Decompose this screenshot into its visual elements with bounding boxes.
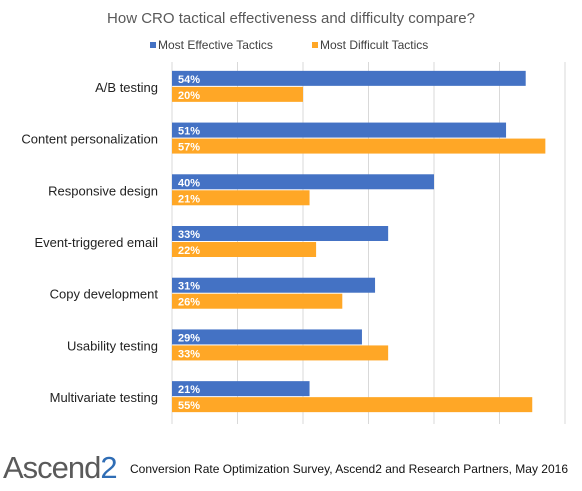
bar [172,381,310,397]
bar [172,70,526,86]
bar [172,277,376,293]
data-label: 31% [178,281,200,293]
bar [172,329,362,345]
data-label: 33% [178,229,200,241]
data-label: 33% [178,348,200,360]
bar [172,190,310,206]
chart: How CRO tactical effectiveness and diffi… [21,10,566,424]
data-label: 21% [178,193,200,205]
legend-entry: Most Effective Tactics [158,38,273,52]
bars: 54% 20% 51% 57% 40% 21% 33% 22% 31% 26% 29% 33% 21% 5… [172,70,546,413]
bar [172,174,434,190]
data-label: 57% [178,142,200,154]
bar [172,138,546,154]
bar [172,242,317,257]
bar [172,226,389,241]
category-label: Multivariate testing [50,390,158,405]
data-label: 26% [178,297,200,309]
bar [172,122,507,138]
footer: Ascend2 Conversion Rate Optimization Sur… [0,450,582,490]
data-label: 21% [178,384,200,396]
chart-title: How CRO tactical effectiveness and diffi… [107,10,475,27]
legend-entry: Most Difficult Tactics [320,38,428,52]
data-label: 20% [178,90,200,102]
category-label: Usability testing [67,338,158,353]
category-label: A/B testing [95,80,158,95]
category-label: Event-triggered email [34,235,158,250]
data-label: 40% [178,177,200,189]
source-note: Conversion Rate Optimization Survey, Asc… [130,462,568,476]
data-label: 54% [178,74,200,86]
legend: Most Effective Tactics Most Difficult Tac… [150,38,428,52]
category-label: Content personalization [21,132,158,147]
bar [172,397,533,413]
bar [172,293,343,309]
bar [172,345,389,361]
category-labels: A/B testing Content personalization Respon… [21,80,158,405]
category-label: Responsive design [48,183,158,198]
legend-swatch [312,42,318,48]
data-label: 51% [178,126,200,138]
data-label: 22% [178,245,200,257]
bar [172,86,303,102]
data-label: 29% [178,332,200,344]
legend-swatch [150,42,156,48]
ascend2-logo: Ascend2 [3,450,118,485]
data-label: 55% [178,400,200,412]
category-label: Copy development [50,287,159,302]
